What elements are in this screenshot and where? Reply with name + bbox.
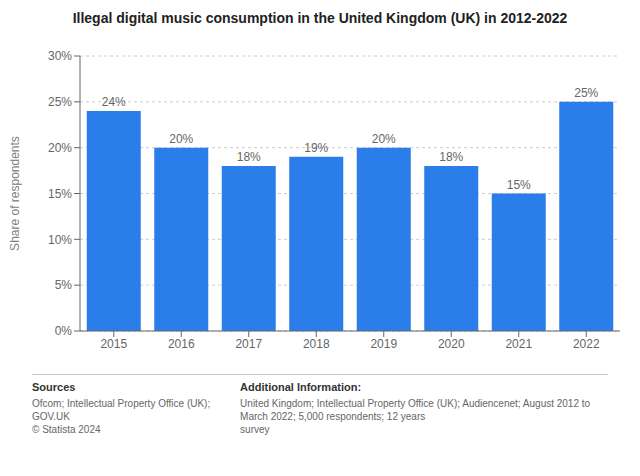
- svg-text:24%: 24%: [102, 95, 126, 109]
- svg-text:20%: 20%: [48, 141, 72, 155]
- svg-text:2022: 2022: [573, 337, 600, 351]
- svg-text:20%: 20%: [372, 132, 396, 146]
- html-text:United Kingdom; Intellectual P: United Kingdom; Intellectual Property Of…: [240, 398, 591, 422]
- html-text:Additional Information:: Additional Information:: [240, 381, 362, 393]
- svg-text:19%: 19%: [304, 141, 328, 155]
- svg-text:18%: 18%: [439, 150, 463, 164]
- svg-text:10%: 10%: [48, 233, 72, 247]
- html-text:survey: survey: [240, 424, 270, 435]
- svg-text:2016: 2016: [168, 337, 195, 351]
- svg-text:15%: 15%: [507, 178, 531, 192]
- svg-text:5%: 5%: [55, 278, 73, 292]
- svg-text:2021: 2021: [505, 337, 532, 351]
- html-text:© Statista 2024: © Statista 2024: [32, 424, 101, 435]
- svg-text:30%: 30%: [48, 49, 72, 63]
- svg-text:25%: 25%: [48, 95, 72, 109]
- svg-text:2019: 2019: [370, 337, 397, 351]
- html-text:Ofcom; Intellectual Property O: Ofcom; Intellectual Property Office (UK)…: [32, 398, 211, 422]
- svg-text:2020: 2020: [438, 337, 465, 351]
- svg-text:2015: 2015: [100, 337, 127, 351]
- svg-text:15%: 15%: [48, 187, 72, 201]
- html-text:Illegal digital music consumpt: Illegal digital music consumption in the…: [72, 10, 568, 26]
- svg-text:2018: 2018: [303, 337, 330, 351]
- svg-text:0%: 0%: [55, 324, 73, 338]
- svg-text:25%: 25%: [574, 86, 598, 100]
- svg-text:Share of respondents: Share of respondents: [8, 136, 22, 251]
- svg-text:2017: 2017: [235, 337, 262, 351]
- svg-text:20%: 20%: [169, 132, 193, 146]
- svg-text:18%: 18%: [237, 150, 261, 164]
- html-text:Sources: Sources: [32, 381, 76, 393]
